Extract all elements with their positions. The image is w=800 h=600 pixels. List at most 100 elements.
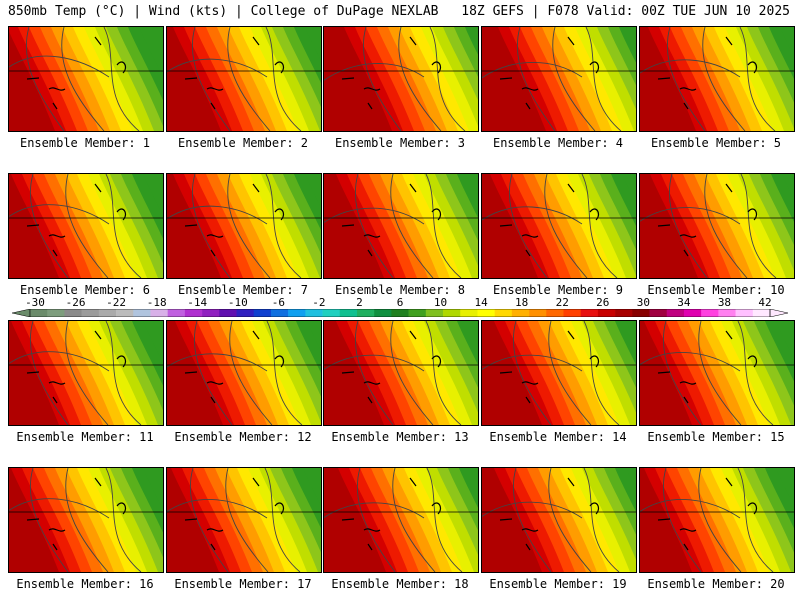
ensemble-member-label: Ensemble Member: 16 [16, 577, 154, 591]
temperature-map [9, 27, 163, 131]
color-scale-swatch [718, 309, 736, 317]
coastline [341, 36, 442, 110]
ensemble-member-label: Ensemble Member: 5 [650, 136, 782, 150]
ensemble-member-label: Ensemble Member: 18 [331, 577, 469, 591]
contour-line [737, 468, 774, 572]
color-scale-swatch [649, 309, 668, 317]
color-scale-swatch [116, 309, 134, 317]
contour-line [544, 174, 588, 278]
temperature-map [482, 468, 636, 572]
temperature-map [640, 321, 794, 425]
contour-line [29, 174, 69, 278]
color-scale-swatch [288, 309, 306, 317]
ensemble-map-panel [166, 26, 322, 132]
color-scale-swatch [752, 309, 771, 317]
color-scale-swatch [683, 309, 702, 317]
contour-line [392, 468, 436, 572]
contour-line [739, 27, 776, 131]
temperature-map [640, 27, 794, 131]
temperature-band [482, 27, 546, 131]
coastline [657, 330, 758, 404]
coastline [184, 477, 285, 551]
ensemble-member-label: Ensemble Member: 13 [331, 430, 469, 444]
coastline [341, 183, 442, 257]
ensemble-member-label: Ensemble Member: 19 [489, 577, 627, 591]
contour-line [105, 321, 142, 425]
contour-line [583, 468, 620, 572]
color-scale-tick-label: 22 [555, 296, 569, 309]
ensemble-member-label: Ensemble Member: 12 [174, 430, 312, 444]
color-scale-tick-label: -22 [106, 296, 127, 309]
contour-line [229, 321, 273, 425]
ensemble-map-panel [8, 173, 164, 279]
contour-line [585, 27, 622, 131]
temperature-map [167, 27, 321, 131]
color-scale-swatch [494, 309, 513, 317]
ensemble-map-panel [481, 467, 637, 573]
ensemble-map-panel [639, 173, 795, 279]
coastline [26, 330, 127, 404]
temperature-map [482, 321, 636, 425]
contour-line [265, 27, 302, 131]
temperature-map [167, 174, 321, 278]
coastline [341, 330, 442, 404]
color-scale-swatch [529, 309, 547, 317]
color-scale-swatch [202, 309, 220, 317]
color-scale-swatch [477, 309, 495, 317]
temperature-band [482, 174, 538, 278]
temperature-map [324, 27, 478, 131]
color-scale-tick-label: 34 [677, 296, 691, 309]
ensemble-member-label: Ensemble Member: 10 [647, 283, 785, 297]
color-scale-tick-label: 30 [636, 296, 650, 309]
contour-line [225, 468, 269, 572]
color-scale-swatch [184, 309, 203, 317]
temperature-band [640, 174, 698, 278]
color-scale-swatch [322, 309, 341, 317]
coastline [184, 330, 285, 404]
contour-line [425, 321, 462, 425]
coastline [657, 477, 758, 551]
contour-line [65, 174, 109, 278]
temperature-map [324, 468, 478, 572]
contour-line [103, 27, 140, 131]
color-scale-tick-label: 18 [515, 296, 529, 309]
ensemble-member-label: Ensemble Member: 6 [19, 283, 151, 297]
color-scale-swatch [81, 309, 100, 317]
color-scale-swatch [236, 309, 255, 317]
ensemble-map-panel [8, 26, 164, 132]
ensemble-member-label: Ensemble Member: 2 [177, 136, 309, 150]
color-scale-swatch [632, 309, 650, 317]
contour-line [265, 174, 302, 278]
temperature-map [482, 27, 636, 131]
coastline [26, 36, 127, 110]
ensemble-map-panel [481, 26, 637, 132]
ensemble-map-panel [639, 320, 795, 426]
color-scale-tick-label: 26 [596, 296, 610, 309]
contour-line [324, 63, 425, 81]
contour-line [29, 468, 69, 572]
ensemble-map-panel [323, 467, 479, 573]
contour-line [266, 321, 303, 425]
temperature-band [167, 468, 219, 572]
temperature-map [167, 321, 321, 425]
contour-line [356, 468, 396, 572]
ensemble-member-label: Ensemble Member: 20 [647, 577, 785, 591]
color-scale-tick-label: -10 [227, 296, 248, 309]
temperature-map [324, 174, 478, 278]
ensemble-map-panel [639, 26, 795, 132]
color-scale-tick-label: 6 [396, 296, 404, 309]
color-scale-swatch [615, 309, 633, 317]
color-scale-swatch [735, 309, 754, 317]
ensemble-map-panel [481, 173, 637, 279]
coastline [184, 36, 285, 110]
ensemble-map-panel [323, 320, 479, 426]
temperature-band [167, 27, 221, 131]
contour-line [548, 468, 592, 572]
coastline [499, 330, 600, 404]
contour-line [426, 468, 463, 572]
contour-line [25, 27, 65, 131]
temperature-band [324, 468, 386, 572]
color-scale-swatch [64, 309, 82, 317]
contour-line [668, 174, 708, 278]
color-scale-swatch [460, 309, 478, 317]
